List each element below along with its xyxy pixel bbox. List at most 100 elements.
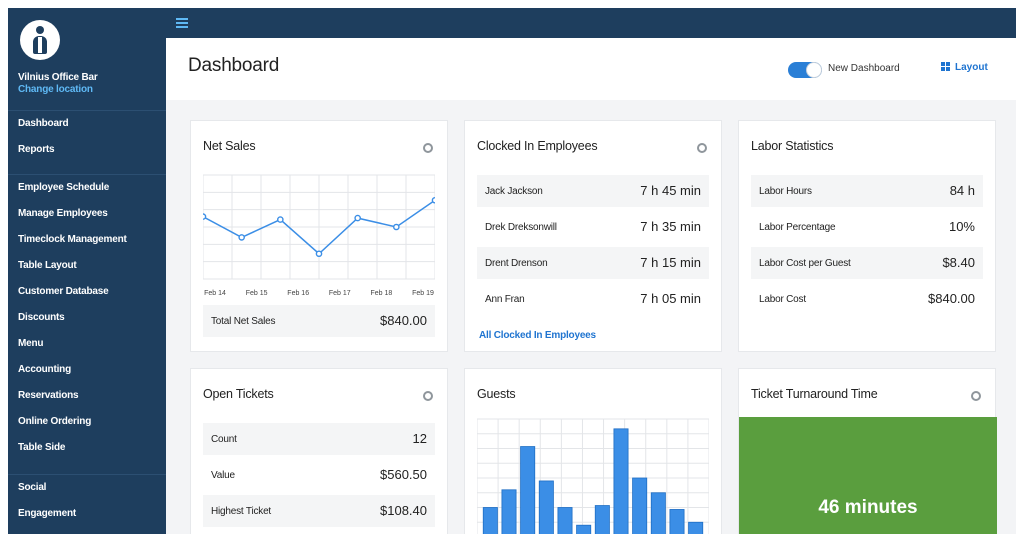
data-point [431, 196, 435, 204]
list-item: Value $560.50 [203, 459, 435, 491]
logo-stripe-shape [38, 37, 42, 53]
sidebar-item-timeclock-management[interactable]: Timeclock Management [18, 234, 127, 245]
new-dashboard-toggle[interactable] [788, 62, 822, 78]
data-point [277, 216, 284, 223]
page-header: Dashboard New Dashboard Layout [166, 38, 1016, 100]
ticket-stat-value: $108.40 [380, 503, 427, 518]
sidebar-item-table-layout[interactable]: Table Layout [18, 260, 77, 271]
ticket-stat-value: $560.50 [380, 467, 427, 482]
labor-statistics-card: Labor Statistics Labor Hours 84 h Labor … [738, 120, 996, 352]
card-options-icon[interactable] [423, 391, 433, 401]
sidebar-item-reservations[interactable]: Reservations [18, 390, 79, 401]
sidebar-item-dashboard[interactable]: Dashboard [18, 118, 69, 129]
guest-bar [613, 428, 629, 534]
stat-value: $8.40 [942, 255, 975, 270]
employee-time: 7 h 05 min [640, 291, 701, 306]
nav-group-management: Employee Schedule Manage Employees Timec… [8, 174, 166, 461]
card-options-icon[interactable] [697, 143, 707, 153]
card-options-icon[interactable] [971, 391, 981, 401]
stat-label: Labor Percentage [759, 222, 836, 233]
list-item: Labor Cost $840.00 [751, 283, 983, 315]
employee-time: 7 h 15 min [640, 255, 701, 270]
guest-bar [594, 505, 610, 534]
employee-name: Ann Fran [485, 294, 525, 305]
guest-bar [557, 507, 573, 534]
list-item: Labor Percentage 10% [751, 211, 983, 243]
x-tick-label: Feb 19 [412, 290, 434, 297]
guest-bar [650, 492, 666, 534]
data-point [393, 223, 400, 231]
location-name: Vilnius Office Bar [18, 72, 98, 83]
ticket-stat-label: Value [211, 470, 235, 481]
card-title: Labor Statistics [751, 139, 834, 153]
sidebar-item-menu[interactable]: Menu [18, 338, 44, 349]
stat-value: $840.00 [928, 291, 975, 306]
guests-bar-chart: 11 AM1 PM3 PM5 PM7 PM9 PM [477, 418, 709, 534]
open-tickets-card: Open Tickets Count 12 Value $560.50 High… [190, 368, 448, 534]
stat-value: 84 h [949, 183, 975, 198]
guest-bar [501, 489, 517, 534]
list-item: Ann Fran 7 h 05 min [477, 283, 709, 315]
guest-bar [520, 446, 536, 534]
employee-time: 7 h 45 min [640, 183, 701, 198]
turnaround-value: 46 minutes [818, 497, 918, 518]
guests-card: Guests 11 AM1 PM3 PM5 PM7 PM9 PM [464, 368, 722, 534]
sidebar-item-online-ordering[interactable]: Online Ordering [18, 416, 92, 427]
list-item: Labor Hours 84 h [751, 175, 983, 207]
sidebar-item-engagement[interactable]: Engagement [18, 508, 77, 519]
logo-head-shape [36, 26, 44, 34]
row-value: $840.00 [380, 313, 427, 328]
list-item: Drent Drenson 7 h 15 min [477, 247, 709, 279]
card-title: Open Tickets [203, 387, 274, 401]
sidebar-item-manage-employees[interactable]: Manage Employees [18, 208, 108, 219]
list-item: Jack Jackson 7 h 45 min [477, 175, 709, 207]
row-label: Total Net Sales [211, 316, 276, 327]
brand-logo[interactable] [20, 20, 60, 60]
sidebar: Vilnius Office Bar Change location Dashb… [8, 8, 166, 534]
card-title: Net Sales [203, 139, 256, 153]
new-dashboard-label: New Dashboard [828, 63, 900, 74]
x-tick-label: Feb 15 [246, 290, 268, 297]
sidebar-item-accounting[interactable]: Accounting [18, 364, 71, 375]
all-clocked-in-employees-link[interactable]: All Clocked In Employees [479, 330, 596, 341]
sidebar-item-table-side[interactable]: Table Side [18, 442, 66, 453]
layout-label: Layout [955, 62, 988, 73]
grid-icon [941, 62, 950, 71]
ticket-stat-label: Highest Ticket [211, 506, 272, 517]
nav-group-primary: Dashboard Reports [8, 110, 166, 163]
sidebar-item-customer-database[interactable]: Customer Database [18, 286, 109, 297]
change-location-link[interactable]: Change location [18, 84, 93, 95]
clocked-in-employees-card: Clocked In Employees Jack Jackson 7 h 45… [464, 120, 722, 352]
nav-group-marketing: Social Engagement [8, 474, 166, 527]
guest-bar [538, 480, 554, 534]
page-title: Dashboard [188, 55, 280, 76]
employee-time: 7 h 35 min [640, 219, 701, 234]
hamburger-menu-icon[interactable] [176, 18, 188, 28]
ticket-stat-label: Count [211, 434, 237, 445]
top-bar [166, 8, 1016, 38]
data-point [354, 214, 361, 222]
main-content: Dashboard New Dashboard Layout Net Sales… [166, 38, 1016, 534]
x-tick-label: Feb 14 [204, 290, 226, 297]
total-net-sales-row: Total Net Sales $840.00 [203, 305, 435, 337]
card-title: Guests [477, 387, 516, 401]
sidebar-item-social[interactable]: Social [18, 482, 47, 493]
data-point [203, 213, 207, 220]
toggle-knob [806, 62, 822, 78]
stat-label: Labor Cost per Guest [759, 258, 851, 269]
ticket-turnaround-card: Ticket Turnaround Time 46 minutes [738, 368, 997, 534]
stat-label: Labor Hours [759, 186, 812, 197]
x-tick-label: Feb 18 [371, 290, 393, 297]
guest-bar [688, 521, 704, 534]
net-sales-card: Net Sales Feb 14 Feb 15 Feb 16 Feb 17 Feb 18… [190, 120, 448, 352]
card-options-icon[interactable] [423, 143, 433, 153]
layout-button[interactable]: Layout [941, 62, 988, 73]
turnaround-tile: 46 minutes [739, 417, 997, 534]
guest-bar [669, 509, 685, 534]
sidebar-item-employee-schedule[interactable]: Employee Schedule [18, 182, 110, 193]
sidebar-item-discounts[interactable]: Discounts [18, 312, 65, 323]
employee-name: Jack Jackson [485, 186, 543, 197]
list-item: Labor Cost per Guest $8.40 [751, 247, 983, 279]
sidebar-item-reports[interactable]: Reports [18, 144, 55, 155]
